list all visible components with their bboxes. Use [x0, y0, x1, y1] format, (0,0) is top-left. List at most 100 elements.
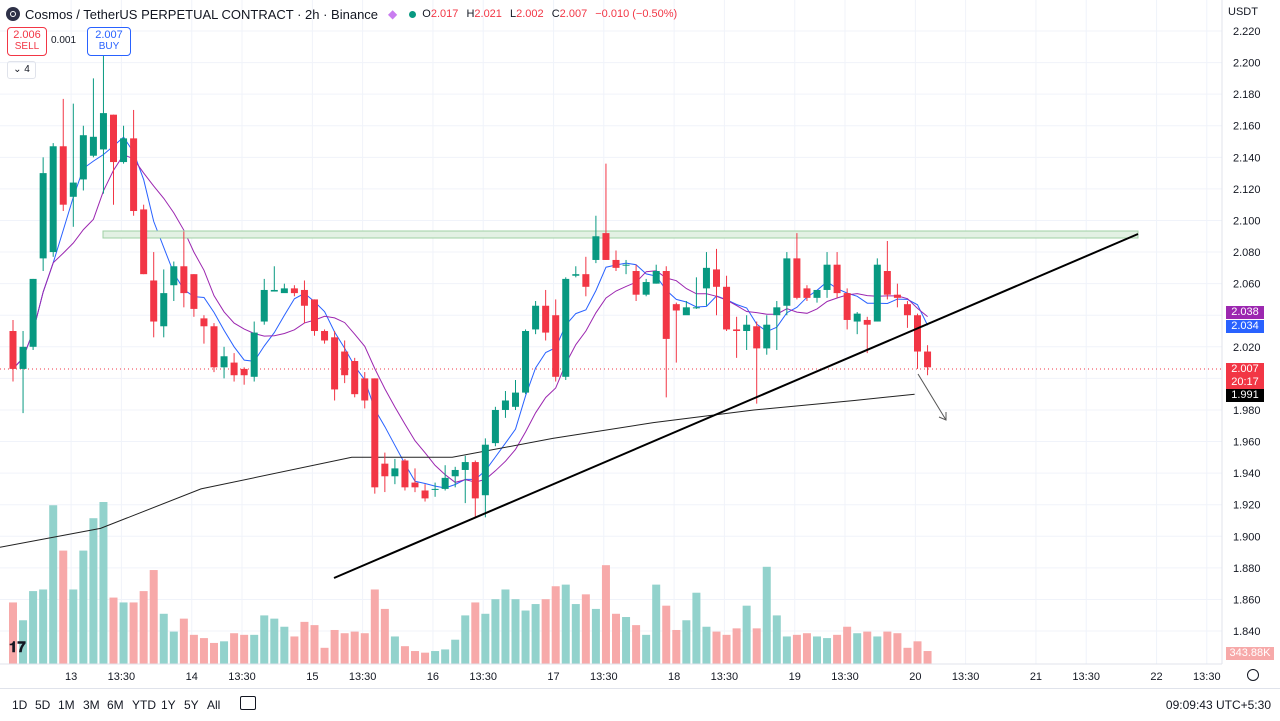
volume-bar	[400, 646, 409, 664]
range-1d[interactable]: 1D	[12, 698, 28, 712]
symbol-title[interactable]: Cosmos / TetherUS PERPETUAL CONTRACT · 2…	[25, 6, 379, 22]
volume-bar	[300, 621, 309, 664]
volume-bar	[792, 634, 801, 664]
range-3m[interactable]: 3M	[83, 698, 100, 712]
time-tick: 15	[306, 671, 318, 683]
volume-bar	[19, 620, 28, 664]
volume-bar	[220, 641, 229, 664]
candle	[843, 288, 851, 330]
volume-bar	[642, 634, 651, 664]
volume-bar	[491, 599, 500, 664]
candle	[753, 321, 761, 404]
volume-bar	[390, 636, 399, 664]
volume-bar	[813, 636, 821, 664]
volume-bar	[511, 599, 520, 664]
volume-bar	[69, 589, 78, 664]
candle	[672, 302, 680, 363]
calendar-icon[interactable]	[240, 696, 256, 710]
volume-bar	[109, 597, 118, 664]
volume-bar	[591, 608, 600, 664]
buy-price: 2.007	[95, 29, 123, 41]
candle	[903, 301, 911, 328]
candle	[853, 312, 861, 335]
volume-bar	[280, 626, 289, 664]
candle	[622, 259, 630, 275]
favorite-star-icon[interactable]: ◆	[388, 7, 398, 21]
range-ytd[interactable]: YTD	[132, 698, 156, 712]
volume-bar	[250, 634, 259, 664]
candle	[783, 252, 791, 316]
volume-bar	[199, 638, 208, 664]
low-value: 2.002	[516, 8, 544, 20]
candle	[642, 278, 650, 297]
volume-bar	[431, 651, 440, 664]
candle	[823, 252, 831, 298]
candle	[401, 458, 409, 491]
candle	[391, 458, 399, 485]
candle	[220, 346, 228, 379]
candle	[652, 264, 660, 284]
price-tick: 1.900	[1233, 531, 1261, 543]
range-1y[interactable]: 1Y	[161, 698, 176, 712]
candle	[592, 215, 600, 264]
bottom-toolbar: 1D 5D 1M 3M 6M YTD 1Y 5Y All 09:09:43 UT…	[0, 688, 1280, 721]
volume-bar	[823, 638, 832, 664]
volume-bar	[531, 604, 540, 664]
clock[interactable]: 09:09:43 UTC+5:30	[1165, 698, 1271, 712]
candle	[501, 391, 509, 418]
candle	[612, 250, 620, 272]
volume-bar	[179, 618, 188, 664]
ohlc-values: O2.017 H2.021 L2.002 C2.007 −0.010 (−0.5…	[422, 8, 678, 20]
volume-bar	[732, 628, 741, 664]
volume-bar	[129, 602, 138, 664]
range-all[interactable]: All	[207, 698, 221, 712]
volume-bar	[702, 626, 711, 664]
candles	[9, 49, 932, 518]
price-tick: 2.060	[1233, 279, 1261, 291]
candle	[150, 252, 158, 338]
candle	[280, 283, 288, 294]
volume-bar	[632, 625, 641, 664]
volume-bar	[99, 502, 108, 664]
time-tick: 18	[668, 671, 680, 683]
candle	[421, 484, 429, 502]
price-chart[interactable]: 2.220 2.200 2.180 2.160 2.140 2.120 2.100 2.080…	[0, 0, 1280, 688]
range-6m[interactable]: 6M	[107, 698, 124, 712]
candle	[321, 329, 329, 344]
candle	[893, 283, 901, 308]
volume-bar	[612, 613, 620, 664]
support-trendline	[333, 233, 1139, 579]
countdown-label: 20:17	[1226, 376, 1264, 389]
volume-bar	[89, 518, 98, 664]
range-1m[interactable]: 1M	[58, 698, 75, 712]
candle	[451, 466, 459, 488]
volume-bar	[662, 605, 671, 664]
currency-selector[interactable]: USDT	[1228, 6, 1258, 18]
volume-bar	[139, 591, 148, 664]
candle	[542, 289, 550, 341]
moving-averages	[0, 136, 929, 548]
candle	[833, 252, 841, 298]
candle	[260, 278, 268, 325]
candle	[773, 301, 781, 350]
sell-button[interactable]: 2.006 SELL	[7, 27, 47, 56]
volume-bar	[601, 565, 610, 664]
candle	[803, 285, 811, 302]
candle	[230, 353, 238, 382]
volume-bar	[29, 591, 38, 664]
indicators-toggle[interactable]: ⌄ 4	[7, 61, 36, 79]
range-5y[interactable]: 5Y	[184, 698, 199, 712]
candle	[99, 49, 107, 194]
candle	[110, 114, 117, 205]
volume-bar	[9, 602, 17, 664]
range-5d[interactable]: 5D	[35, 698, 51, 712]
projection-arrow	[917, 373, 947, 421]
price-tick: 2.160	[1233, 121, 1261, 133]
buy-button[interactable]: 2.007 BUY	[87, 27, 131, 56]
settings-gear-icon[interactable]	[1247, 669, 1259, 681]
candle	[682, 301, 690, 316]
volume-bar	[742, 605, 751, 664]
volume-bar	[79, 550, 88, 664]
candle	[290, 285, 298, 297]
candle	[692, 277, 700, 309]
